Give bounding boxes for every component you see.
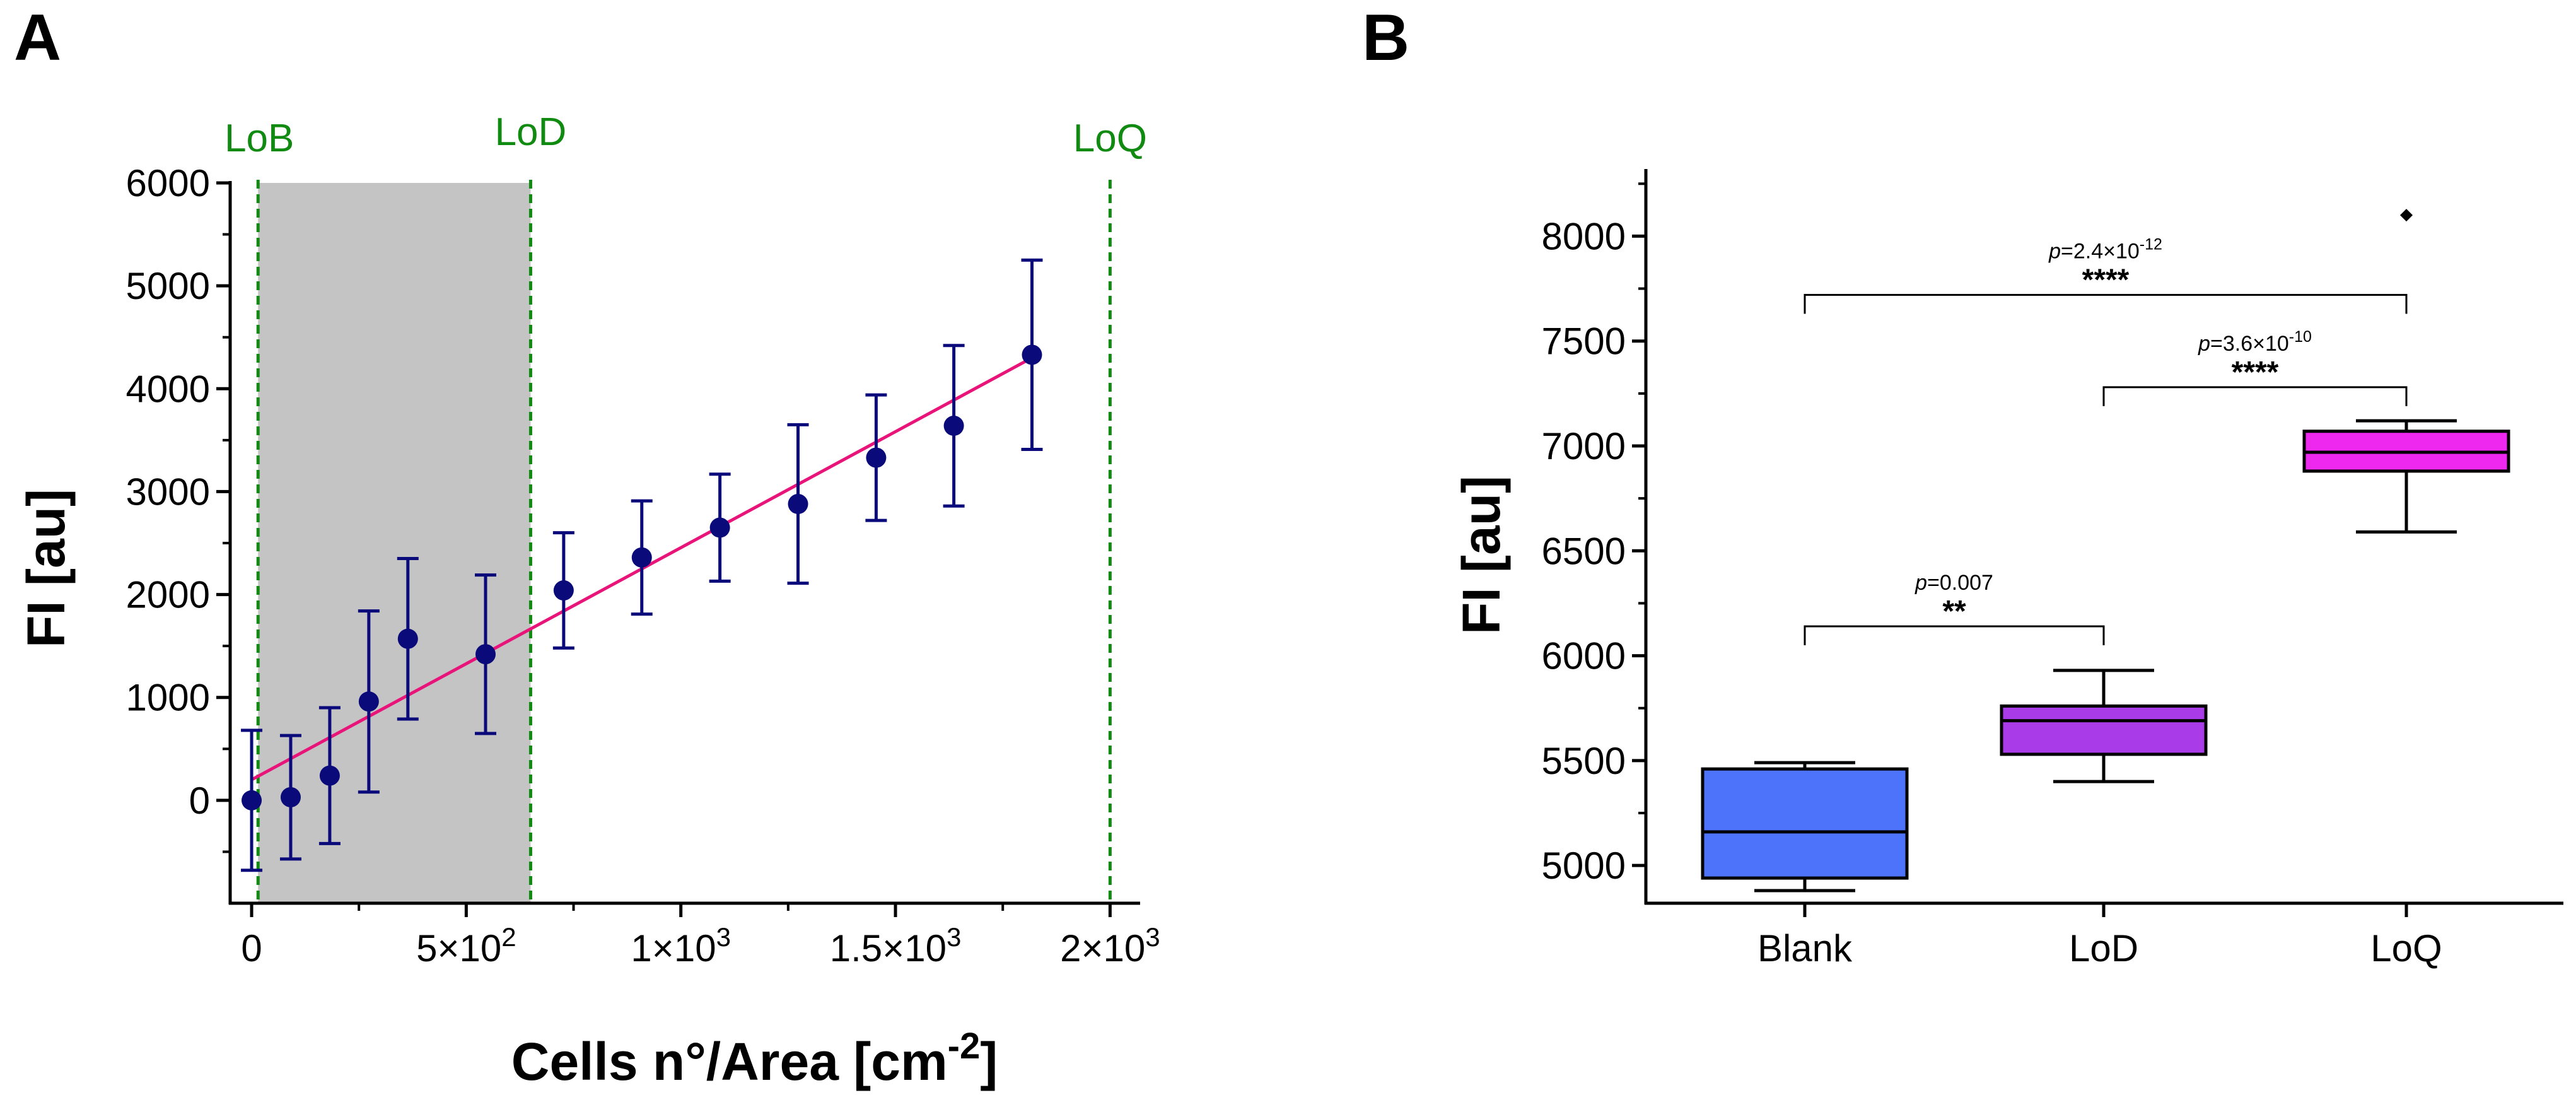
y-tick-label: 5500: [1542, 740, 1626, 782]
panel-a-letter: A: [14, 1, 61, 74]
data-point: [280, 787, 301, 807]
data-point: [866, 447, 887, 468]
data-point: [788, 494, 808, 515]
data-point: [943, 416, 964, 436]
y-tick-label: 5000: [1542, 845, 1626, 887]
p-value-label: p=0.007: [1915, 571, 1993, 595]
significance-bracket: [1804, 294, 2408, 314]
data-point: [631, 547, 652, 568]
y-tick-label: 5000: [126, 265, 210, 307]
x-tick-mantissa: 0: [241, 927, 262, 969]
x-axis-title: Cells n°/Area [cm-2]: [511, 1026, 998, 1091]
outlier-point: [2400, 209, 2413, 222]
lob-lod-shaded-region: [258, 183, 531, 903]
x-tick-label: 2×103: [1060, 922, 1160, 969]
x-axis-title-end: ]: [980, 1032, 998, 1091]
box-loq: [2302, 209, 2510, 534]
data-point: [397, 628, 418, 649]
y-tick-label: 1000: [126, 677, 210, 719]
y-tick-label: 2000: [126, 574, 210, 616]
x-tick-label: 1×103: [631, 922, 731, 969]
p-value-number: =0.007: [1927, 571, 1993, 595]
p-value-label: p=2.4×10-12: [2048, 236, 2162, 264]
data-point: [709, 517, 730, 538]
y-tick-label: 8000: [1542, 215, 1626, 257]
limit-label-lod: LoD: [495, 110, 567, 154]
data-point: [242, 790, 262, 811]
significance-stars: ****: [2232, 356, 2279, 389]
limit-label-lob: LoB: [224, 117, 294, 160]
significance-bracket: [2102, 386, 2408, 406]
x-tick-exponent: 3: [1145, 922, 1160, 952]
limit-label-loq: LoQ: [1073, 117, 1147, 160]
box-blank: [1701, 761, 1909, 893]
p-value-label: p=3.6×10-10: [2198, 328, 2312, 356]
y-axis-title: FI [au]: [16, 489, 76, 648]
data-point: [553, 580, 574, 601]
p-value-number: =3.6×10: [2210, 332, 2289, 356]
significance-stars: **: [1942, 595, 1966, 628]
x-tick-mantissa: 1×10: [631, 927, 716, 969]
x-tick-mantissa: 1.5×10: [830, 927, 947, 969]
x-tick-label: 5×102: [416, 922, 516, 969]
p-value-exponent: -10: [2289, 328, 2312, 346]
data-point: [358, 691, 379, 712]
significance-bracket: [1804, 625, 2105, 646]
data-point: [1022, 344, 1042, 365]
chart-b: 5000 5500 6000 6500 7000 7500 8000 Blank LoD LoQ *…: [1452, 169, 2563, 969]
x-tick-exponent: 3: [947, 922, 961, 952]
box-lod: [2000, 669, 2208, 783]
significance-stars: ****: [2082, 264, 2130, 297]
box-iqr: [1701, 767, 1909, 880]
p-value-exponent: -12: [2140, 236, 2162, 254]
y-axis-title: FI [au]: [1452, 476, 1511, 635]
x-tick-label: 0: [241, 927, 262, 969]
p-value-number: =2.4×10: [2061, 240, 2140, 264]
data-point: [319, 765, 340, 786]
x-tick-exponent: 2: [501, 922, 516, 952]
p-value-prefix: p: [2198, 332, 2210, 356]
x-category-label: LoQ: [2370, 927, 2442, 969]
x-tick-mantissa: 5×10: [416, 927, 501, 969]
y-tick-label: 4000: [126, 368, 210, 410]
y-tick-label: 3000: [126, 471, 210, 513]
x-tick-exponent: 3: [716, 922, 731, 952]
y-tick-label: 6500: [1542, 530, 1626, 572]
y-tick-label: 0: [189, 780, 210, 822]
panel-b-letter: B: [1362, 1, 1409, 74]
p-value-prefix: p: [2048, 240, 2061, 264]
data-point: [475, 644, 496, 665]
y-tick-label: 6000: [126, 162, 210, 204]
x-axis-title-main: Cells n°/Area [cm: [511, 1032, 948, 1091]
box-iqr: [2000, 704, 2208, 756]
x-tick-mantissa: 2×10: [1060, 927, 1145, 969]
x-axis-title-superscript: -2: [948, 1026, 981, 1067]
y-tick-label: 7500: [1542, 320, 1626, 363]
x-tick-label: 1.5×103: [830, 922, 962, 969]
p-value-prefix: p: [1915, 571, 1927, 595]
x-category-label: LoD: [2069, 927, 2138, 969]
y-tick-label: 6000: [1542, 635, 1626, 677]
x-category-label: Blank: [1757, 927, 1853, 969]
y-tick-label: 7000: [1542, 425, 1626, 467]
